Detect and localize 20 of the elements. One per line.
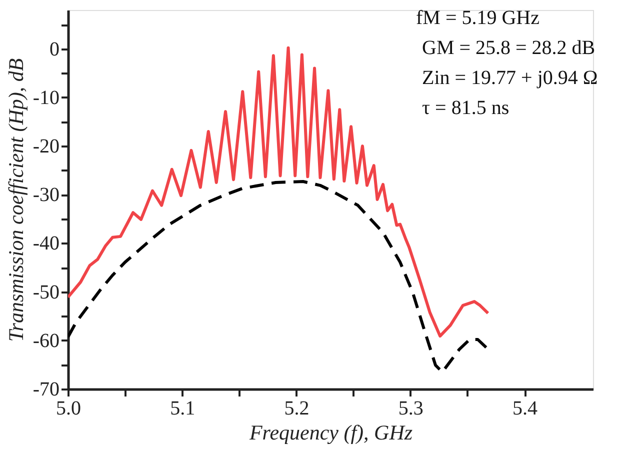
x-tick-label: 5.2 <box>284 398 310 420</box>
y-tick-label: -10 <box>32 86 60 109</box>
y-tick-label: 0 <box>50 38 60 60</box>
y-tick-label: -50 <box>32 281 60 304</box>
annotation: τ = 81.5 ns <box>422 97 510 119</box>
x-tick-label: 5.3 <box>398 398 424 420</box>
x-tick-label: 5.1 <box>170 398 196 420</box>
y-tick-label: -40 <box>32 232 60 255</box>
y-tick-label: -70 <box>32 378 60 400</box>
y-tick-label: -60 <box>32 330 60 352</box>
y-tick-label: -30 <box>32 184 60 206</box>
x-axis-title: Frequency (f), GHz <box>248 420 413 444</box>
annotation: GM = 25.8 = 28.2 dB <box>422 37 596 59</box>
y-axis-title: Transmission coefficient (Hp), dB <box>4 58 28 342</box>
annotation: Zin = 19.77 + j0.94 Ω <box>422 67 598 89</box>
x-tick-label: 5.4 <box>512 398 538 420</box>
x-tick-label: 5.0 <box>56 398 81 420</box>
line-series <box>68 180 490 374</box>
annotation: fM = 5.19 GHz <box>416 7 540 29</box>
y-tick-label: -20 <box>32 136 60 158</box>
